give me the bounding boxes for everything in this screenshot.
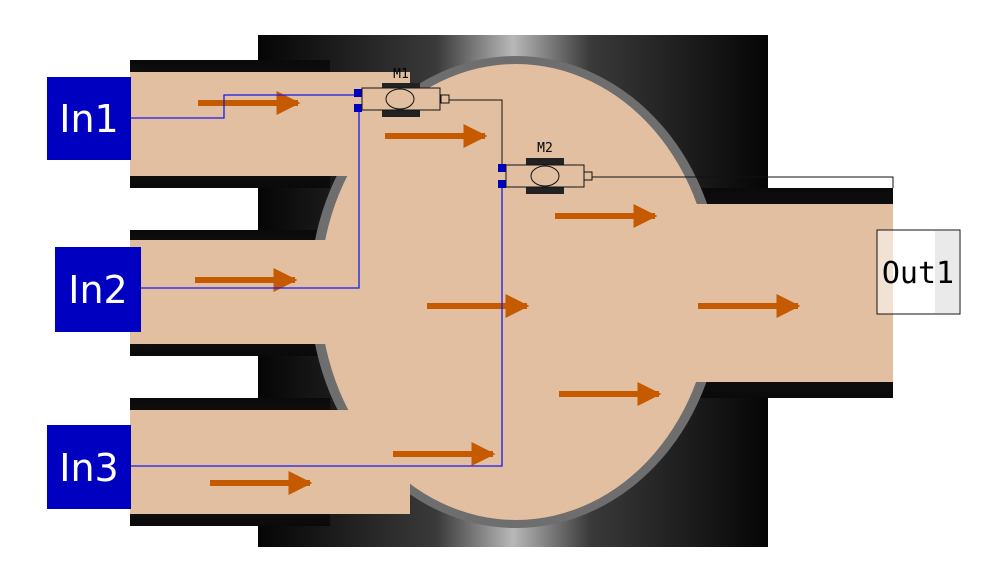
mixer-m2[interactable]: M2 — [498, 141, 593, 194]
input-port-label: In2 — [68, 268, 127, 312]
output-port-out1[interactable]: Out1 — [876, 229, 961, 315]
mixer-m2-port-b[interactable] — [498, 180, 506, 188]
input-port-label: In1 — [59, 97, 118, 141]
output-port-label: Out1 — [882, 256, 954, 291]
mixer-m1-outlet — [440, 94, 450, 104]
mixer-output-lines — [449, 99, 894, 188]
fluid-region — [130, 64, 893, 520]
mixer-m2-label: M2 — [537, 141, 553, 156]
input-port-label: In3 — [59, 446, 118, 490]
signal-line-in2 — [141, 108, 360, 289]
mixer-m1-port-a[interactable] — [354, 89, 362, 97]
signal-lines — [131, 94, 503, 467]
mixer-m2-port-a[interactable] — [498, 164, 506, 172]
mixer-m1-label: M1 — [393, 67, 409, 82]
mixer-m2-bulb — [530, 165, 560, 187]
input-port-in1[interactable]: In1 — [47, 77, 131, 160]
flow-arrows — [195, 91, 801, 495]
signal-line-m1-out — [449, 99, 503, 168]
mixer-m1-bulb — [385, 88, 415, 110]
signal-line-m2-out — [592, 176, 894, 188]
input-port-in3[interactable]: In3 — [47, 425, 131, 509]
signal-line-in1 — [131, 94, 358, 119]
mixer-m1[interactable]: M1 — [354, 67, 450, 117]
input-port-in2[interactable]: In2 — [55, 247, 141, 332]
signal-line-in3 — [131, 184, 503, 467]
mixer-m2-outlet — [583, 171, 593, 181]
mixer-m1-port-b[interactable] — [354, 104, 362, 112]
